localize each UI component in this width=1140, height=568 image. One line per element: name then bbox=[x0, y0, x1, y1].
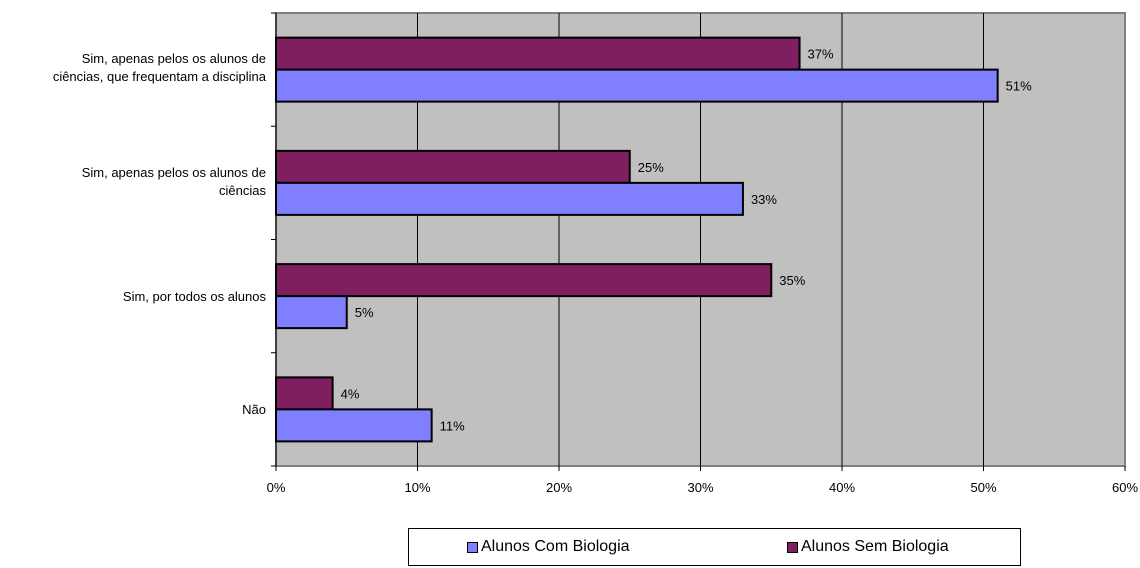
bar bbox=[275, 295, 348, 330]
bar bbox=[275, 376, 334, 411]
x-tick-label: 20% bbox=[546, 480, 572, 495]
bar bbox=[275, 181, 744, 216]
legend-swatch-com-biologia bbox=[467, 541, 478, 553]
legend-swatch-sem-biologia bbox=[787, 541, 798, 553]
bar-chart: 0% 10% 20% 30% 40% 50% 60% 37% 25% 35% 4% 51% 33% 5% 1… bbox=[267, 12, 1138, 495]
data-label: 25% bbox=[638, 160, 664, 175]
legend-label-com-biologia: Alunos Com Biologia bbox=[481, 538, 630, 555]
legend-label-sem-biologia: Alunos Sem Biologia bbox=[801, 538, 949, 555]
category-label-1: Sim, apenas pelos os alunos de ciências,… bbox=[52, 51, 266, 84]
category-label-2: Sim, apenas pelos os alunos de ciências bbox=[81, 165, 266, 198]
x-tick-label: 40% bbox=[829, 480, 855, 495]
category-label-3: Sim, por todos os alunos bbox=[122, 289, 266, 304]
bar bbox=[275, 149, 631, 184]
legend-item-sem-biologia: Alunos Sem Biologia bbox=[787, 538, 949, 556]
x-tick-label: 10% bbox=[404, 480, 430, 495]
data-label: 5% bbox=[355, 305, 374, 320]
x-tick-label: 60% bbox=[1112, 480, 1138, 495]
bar bbox=[275, 68, 999, 103]
x-tick-label: 0% bbox=[267, 480, 286, 495]
x-tick-label: 30% bbox=[687, 480, 713, 495]
legend-item-com-biologia: Alunos Com Biologia bbox=[467, 538, 630, 556]
bar bbox=[275, 408, 433, 443]
bar bbox=[275, 263, 773, 298]
data-label: 4% bbox=[341, 386, 360, 401]
x-tick-label: 50% bbox=[970, 480, 996, 495]
data-label: 35% bbox=[779, 273, 805, 288]
data-label: 11% bbox=[440, 418, 465, 433]
chart-legend: Alunos Com Biologia Alunos Sem Biologia bbox=[408, 528, 1021, 566]
data-label: 33% bbox=[751, 192, 777, 207]
category-label-4: Não bbox=[242, 402, 266, 417]
data-label: 37% bbox=[808, 47, 834, 62]
bar bbox=[275, 36, 801, 71]
data-label: 51% bbox=[1006, 79, 1032, 94]
